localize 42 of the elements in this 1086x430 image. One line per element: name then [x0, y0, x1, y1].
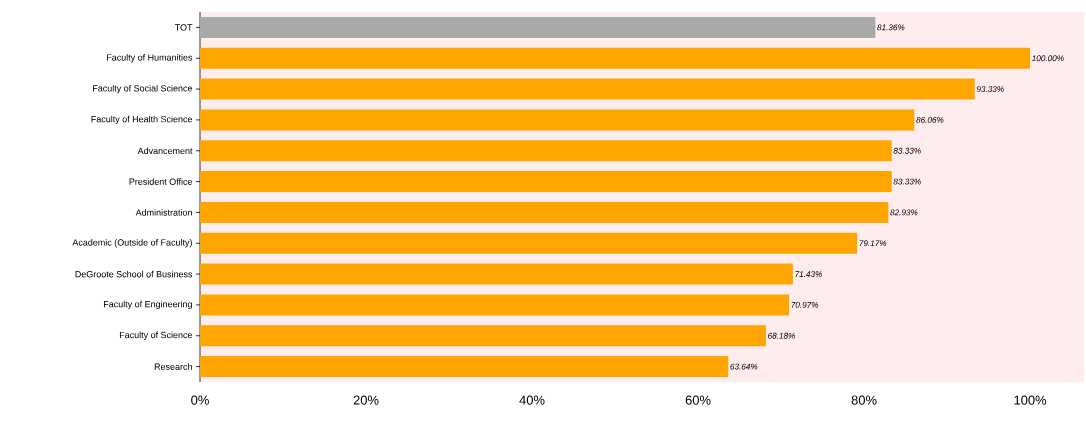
y-tick-label: Administration [135, 209, 192, 216]
data-label: 86.06% [916, 117, 944, 123]
y-tick-label: DeGroote School of Business [75, 270, 193, 278]
y-tick-label: Faculty of Engineering [104, 300, 192, 310]
data-label: 93.33% [976, 86, 1004, 92]
x-tick-label: 20% [353, 395, 379, 405]
data-label: 81.36% [877, 24, 905, 31]
data-label: 68.18% [768, 332, 795, 339]
bar [200, 78, 975, 100]
bar [200, 294, 790, 316]
y-tick-label: Advancement [137, 147, 193, 155]
y-tick-label: Academic (Outside of Faculty) [72, 239, 192, 248]
data-label: 83.33% [893, 178, 921, 185]
bar [200, 109, 915, 131]
x-tick-label: 60% [685, 395, 711, 405]
bar [200, 356, 729, 378]
data-label: 63.64% [730, 363, 758, 370]
y-tick-label: TOT [174, 24, 193, 31]
data-label: 82.93% [890, 209, 918, 216]
data-label: 70.97% [791, 302, 819, 308]
y-tick-label: Research [154, 363, 192, 370]
bar [200, 47, 1031, 69]
data-label: 83.33% [893, 147, 921, 154]
y-tick-label: Faculty of Humanities [107, 54, 193, 63]
bar [200, 140, 892, 162]
y-tick-label: Faculty of Health Science [91, 115, 193, 125]
data-label: 79.17% [859, 240, 887, 247]
x-tick-label: 40% [519, 395, 545, 405]
bar [200, 232, 858, 254]
bar [200, 16, 876, 38]
data-label: 100.00% [1031, 55, 1064, 62]
data-label: 71.43% [795, 271, 822, 277]
bar [200, 201, 889, 223]
y-tick-label: President Office [129, 178, 193, 185]
y-tick-label: Faculty of Science [119, 331, 193, 340]
bar [200, 263, 793, 285]
x-tick-label: 80% [851, 395, 877, 405]
bar [200, 171, 892, 193]
x-tick-label: 100% [1014, 395, 1047, 405]
y-tick-label: Faculty of Social Science [93, 84, 193, 94]
x-tick-label: 0% [191, 395, 209, 405]
bar [200, 325, 766, 347]
